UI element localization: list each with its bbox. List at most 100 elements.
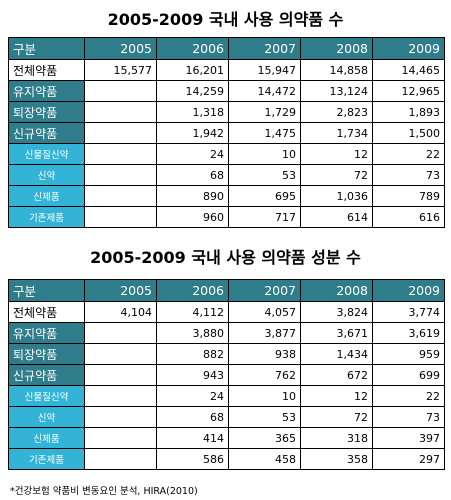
table-cell xyxy=(84,185,157,207)
table-cell: 1,318 xyxy=(156,101,229,123)
medicine-count-table: 구분 2005 2006 2007 2008 2009 전체약품 15,577 16,201 15… xyxy=(8,37,445,228)
header-year: 2008 xyxy=(300,37,373,60)
table-cell xyxy=(84,427,157,449)
header-category: 구분 xyxy=(8,37,85,60)
table-row: 신제품 414 365 318 397 xyxy=(8,427,445,449)
table-cell: 1,729 xyxy=(228,101,301,123)
table-cell: 22 xyxy=(372,385,445,407)
table-cell: 15,577 xyxy=(84,59,157,81)
table-cell: 1,893 xyxy=(372,101,445,123)
table-row: 신규약품 1,942 1,475 1,734 1,500 xyxy=(8,122,445,144)
table-row: 전체약품 15,577 16,201 15,947 14,858 14,465 xyxy=(8,59,445,81)
table-cell xyxy=(84,164,157,186)
table-cell: 1,036 xyxy=(300,185,373,207)
table-row: 유지약품 3,880 3,877 3,671 3,619 xyxy=(8,322,445,344)
table-cell: 10 xyxy=(228,143,301,165)
table-cell: 3,880 xyxy=(156,322,229,344)
table-cell: 22 xyxy=(372,143,445,165)
row-label: 퇴장약품 xyxy=(8,101,85,123)
table-row: 기존제품 586 458 358 297 xyxy=(8,448,445,470)
table-cell: 695 xyxy=(228,185,301,207)
table-cell: 717 xyxy=(228,206,301,228)
header-year: 2009 xyxy=(372,279,445,302)
table-cell: 458 xyxy=(228,448,301,470)
table-cell: 1,500 xyxy=(372,122,445,144)
header-year: 2008 xyxy=(300,279,373,302)
header-year: 2005 xyxy=(84,279,157,302)
table-cell: 297 xyxy=(372,448,445,470)
table-cell: 14,472 xyxy=(228,80,301,102)
table-cell: 73 xyxy=(372,406,445,428)
header-year: 2009 xyxy=(372,37,445,60)
table-cell: 68 xyxy=(156,164,229,186)
table-cell: 16,201 xyxy=(156,59,229,81)
table-cell: 12 xyxy=(300,385,373,407)
table-cell: 365 xyxy=(228,427,301,449)
table-cell: 586 xyxy=(156,448,229,470)
table-cell: 12,965 xyxy=(372,80,445,102)
table-cell: 24 xyxy=(156,143,229,165)
row-label: 전체약품 xyxy=(8,301,85,323)
table-cell: 2,823 xyxy=(300,101,373,123)
row-label: 유지약품 xyxy=(8,80,85,102)
row-label: 퇴장약품 xyxy=(8,343,85,365)
table-cell: 15,947 xyxy=(228,59,301,81)
table-cell: 72 xyxy=(300,164,373,186)
header-year: 2005 xyxy=(84,37,157,60)
header-category: 구분 xyxy=(8,279,85,302)
table-cell: 3,671 xyxy=(300,322,373,344)
table-cell: 14,259 xyxy=(156,80,229,102)
table-cell xyxy=(84,80,157,102)
table-cell: 3,824 xyxy=(300,301,373,323)
table-cell: 943 xyxy=(156,364,229,386)
table-row: 신물질신약 24 10 12 22 xyxy=(8,143,445,165)
table-cell: 358 xyxy=(300,448,373,470)
table-row: 신규약품 943 762 672 699 xyxy=(8,364,445,386)
table-cell: 318 xyxy=(300,427,373,449)
table-row: 신약 68 53 72 73 xyxy=(8,164,445,186)
table-row: 신물질신약 24 10 12 22 xyxy=(8,385,445,407)
header-year: 2007 xyxy=(228,37,301,60)
row-label: 유지약품 xyxy=(8,322,85,344)
table-cell: 3,619 xyxy=(372,322,445,344)
table-cell: 53 xyxy=(228,406,301,428)
header-year: 2006 xyxy=(156,37,229,60)
table-cell: 789 xyxy=(372,185,445,207)
table-cell xyxy=(84,343,157,365)
table-cell: 616 xyxy=(372,206,445,228)
table-cell: 960 xyxy=(156,206,229,228)
row-label: 신제품 xyxy=(8,427,85,449)
table-cell: 1,734 xyxy=(300,122,373,144)
row-label: 신제품 xyxy=(8,185,85,207)
table-cell: 12 xyxy=(300,143,373,165)
table-row: 기존제품 960 717 614 616 xyxy=(8,206,445,228)
table-cell: 10 xyxy=(228,385,301,407)
table-cell: 53 xyxy=(228,164,301,186)
table-cell: 397 xyxy=(372,427,445,449)
table-cell: 890 xyxy=(156,185,229,207)
table-cell xyxy=(84,448,157,470)
table-cell: 14,858 xyxy=(300,59,373,81)
table-cell: 882 xyxy=(156,343,229,365)
source-footnote: *건강보험 약품비 변동요인 분석, HIRA(2010) xyxy=(10,486,198,497)
table-row: 전체약품 4,104 4,112 4,057 3,824 3,774 xyxy=(8,301,445,323)
header-year: 2006 xyxy=(156,279,229,302)
table-cell: 24 xyxy=(156,385,229,407)
table-cell: 762 xyxy=(228,364,301,386)
table-cell xyxy=(84,322,157,344)
table-cell xyxy=(84,122,157,144)
table-cell: 414 xyxy=(156,427,229,449)
row-label: 신약 xyxy=(8,406,85,428)
table-cell: 3,774 xyxy=(372,301,445,323)
table-row: 신제품 890 695 1,036 789 xyxy=(8,185,445,207)
row-label: 기존제품 xyxy=(8,448,85,470)
table-cell: 959 xyxy=(372,343,445,365)
table-cell: 13,124 xyxy=(300,80,373,102)
table-cell: 3,877 xyxy=(228,322,301,344)
table-cell: 699 xyxy=(372,364,445,386)
table-cell xyxy=(84,143,157,165)
header-year: 2007 xyxy=(228,279,301,302)
row-label: 전체약품 xyxy=(8,59,85,81)
row-label: 신약 xyxy=(8,164,85,186)
ingredient-count-table: 구분 2005 2006 2007 2008 2009 전체약품 4,104 4,112 4,05… xyxy=(8,279,445,470)
